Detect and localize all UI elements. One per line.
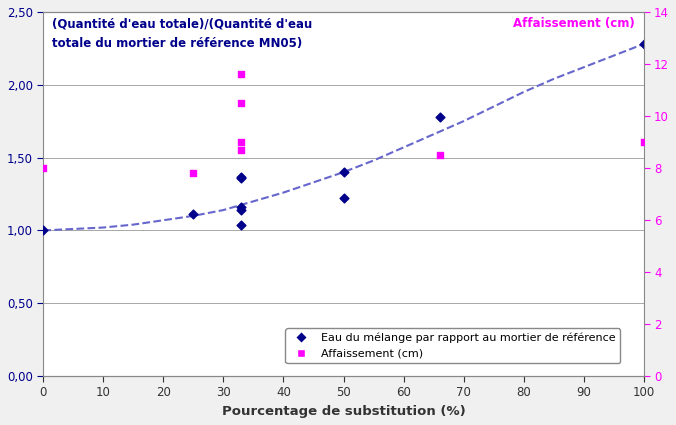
Text: totale du mortier de référence MN05): totale du mortier de référence MN05): [52, 37, 303, 51]
Eau du mélange par rapport au mortier de référence: [236, 221, 247, 228]
Affaissement (cm): [236, 99, 247, 106]
Eau du mélange par rapport au mortier de référence: [236, 175, 247, 181]
Eau du mélange par rapport au mortier de référence: [338, 169, 349, 176]
Eau du mélange par rapport au mortier de référence: [188, 211, 199, 218]
Eau du mélange par rapport au mortier de référence: [638, 41, 649, 48]
Eau du mélange par rapport au mortier de référence: [236, 173, 247, 180]
Affaissement (cm): [38, 164, 49, 171]
Affaissement (cm): [188, 170, 199, 177]
Affaissement (cm): [434, 152, 445, 159]
Affaissement (cm): [236, 139, 247, 145]
Eau du mélange par rapport au mortier de référence: [236, 204, 247, 210]
Eau du mélange par rapport au mortier de référence: [38, 227, 49, 234]
Legend: Eau du mélange par rapport au mortier de référence, Affaissement (cm): Eau du mélange par rapport au mortier de…: [285, 328, 620, 363]
Affaissement (cm): [236, 146, 247, 153]
X-axis label: Pourcentage de substitution (%): Pourcentage de substitution (%): [222, 405, 465, 418]
Text: (Quantité d'eau totale)/(Quantité d'eau: (Quantité d'eau totale)/(Quantité d'eau: [52, 17, 312, 31]
Affaissement (cm): [236, 71, 247, 78]
Text: Affaissement (cm): Affaissement (cm): [513, 17, 635, 31]
Eau du mélange par rapport au mortier de référence: [434, 113, 445, 120]
Eau du mélange par rapport au mortier de référence: [338, 195, 349, 202]
Eau du mélange par rapport au mortier de référence: [236, 207, 247, 213]
Affaissement (cm): [638, 139, 649, 145]
